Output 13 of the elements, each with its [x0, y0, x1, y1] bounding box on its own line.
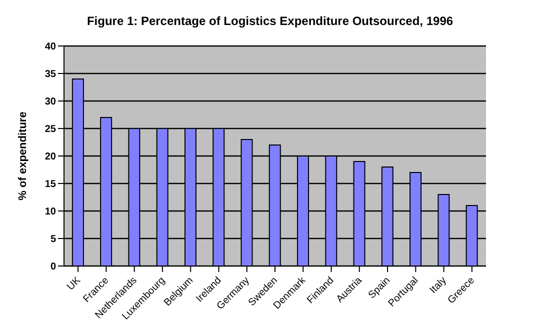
y-tick-label: 0: [50, 262, 56, 273]
y-tick-label: 25: [44, 124, 56, 136]
y-tick-label: 5: [50, 234, 56, 246]
y-tick-label: 10: [44, 206, 56, 218]
y-tick-label: 40: [44, 42, 56, 53]
y-tick-label: 30: [44, 96, 56, 108]
y-tick-label: 20: [44, 152, 56, 163]
chart-title: Figure 1: Percentage of Logistics Expenditure Outsourced, 1996: [86, 13, 454, 30]
y-axis-title: % of expenditure: [16, 112, 29, 200]
y-tick-label: 15: [44, 179, 56, 190]
y-tick-label: 35: [44, 69, 56, 80]
x-tick-label: Italy: [428, 275, 449, 296]
x-tick-label: UK: [65, 274, 84, 293]
